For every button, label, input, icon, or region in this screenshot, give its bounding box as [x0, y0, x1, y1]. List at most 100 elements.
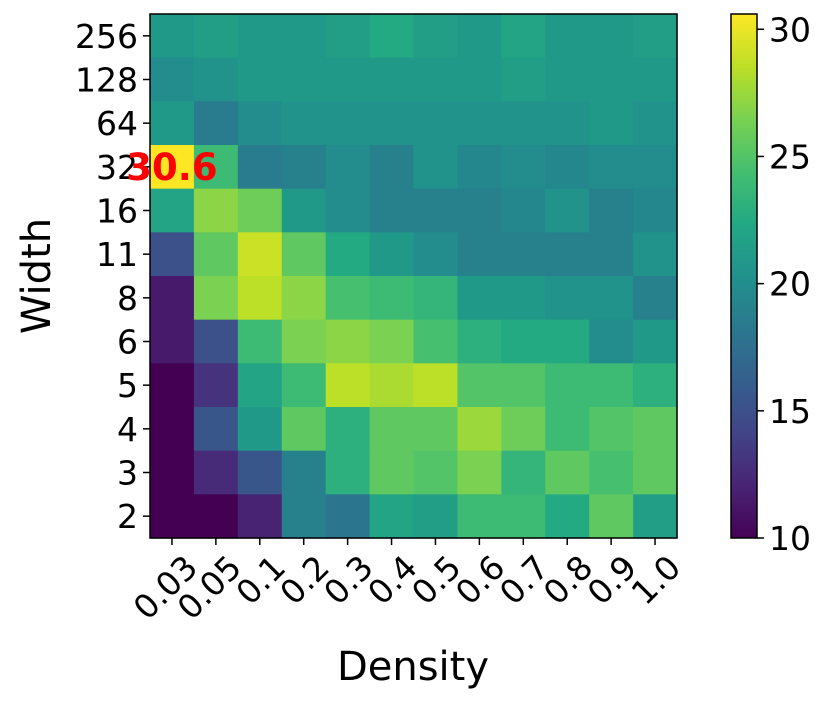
heatmap-cell — [501, 407, 546, 452]
heatmap-cell — [501, 319, 546, 364]
y-axis-title: Width — [14, 218, 60, 334]
heatmap-cell — [457, 363, 502, 408]
heatmap-cell — [369, 450, 415, 495]
heatmap-cell — [237, 232, 283, 277]
heatmap-cell — [369, 101, 415, 146]
heatmap-cell — [150, 319, 195, 364]
heatmap-cell — [325, 232, 371, 277]
heatmap-cell — [325, 145, 371, 190]
heatmap-cell — [369, 57, 415, 102]
heatmap-cell — [545, 145, 590, 190]
heatmap-cell — [413, 145, 459, 190]
heatmap-cell — [281, 101, 327, 146]
heatmap-cell — [457, 101, 502, 146]
x-axis-title: Density — [337, 644, 489, 690]
heatmap-cell — [369, 363, 415, 408]
heatmap-cell — [150, 232, 195, 277]
y-tick-label: 4 — [117, 410, 138, 449]
heatmap-cell — [237, 363, 283, 408]
heatmap-cell — [150, 14, 195, 59]
y-tick-label: 64 — [96, 104, 138, 143]
heatmap-cell — [325, 276, 371, 321]
heatmap-cell — [150, 450, 195, 495]
heatmap-cell — [237, 276, 283, 321]
heatmap-cell — [589, 57, 634, 102]
heatmap-cell — [237, 407, 283, 452]
heatmap-cell — [545, 232, 590, 277]
heatmap-cell — [281, 14, 327, 59]
heatmap-cell — [501, 363, 546, 408]
colorbar-tick-label: 25 — [769, 137, 811, 176]
heatmap-cell — [413, 407, 459, 452]
heatmap-cell — [545, 101, 590, 146]
y-tick-label: 256 — [75, 17, 138, 56]
heatmap-cell — [501, 232, 546, 277]
heatmap-cell — [589, 232, 634, 277]
heatmap-cell — [150, 188, 195, 233]
heatmap-cell — [545, 450, 590, 495]
heatmap-cell — [413, 57, 459, 102]
heatmap-cell — [633, 232, 678, 277]
heatmap-cell — [237, 494, 283, 539]
heatmap-cell — [193, 101, 239, 146]
heatmap-cell — [457, 232, 502, 277]
heatmap-cell — [413, 14, 459, 59]
heatmap-cell — [193, 57, 239, 102]
heatmap-cells — [150, 14, 678, 539]
heatmap-cell — [369, 319, 415, 364]
heatmap-cell — [325, 450, 371, 495]
heatmap-cell — [237, 188, 283, 233]
heatmap-cell — [501, 14, 546, 59]
heatmap-cell — [589, 363, 634, 408]
heatmap-cell — [193, 363, 239, 408]
heatmap-cell — [589, 14, 634, 59]
heatmap-cell — [589, 319, 634, 364]
heatmap-cell — [281, 450, 327, 495]
heatmap-cell — [633, 188, 678, 233]
heatmap-cell — [369, 494, 415, 539]
heatmap-cell — [150, 363, 195, 408]
heatmap-cell — [545, 407, 590, 452]
heatmap-cell — [457, 276, 502, 321]
heatmap-cell — [150, 276, 195, 321]
heatmap-cell — [413, 232, 459, 277]
heatmap-cell — [457, 14, 502, 59]
heatmap-cell — [501, 188, 546, 233]
heatmap-cell — [413, 101, 459, 146]
heatmap-cell — [413, 363, 459, 408]
heatmap-cell — [325, 101, 371, 146]
heatmap-cell — [501, 450, 546, 495]
heatmap-cell — [150, 145, 195, 190]
heatmap-cell — [369, 14, 415, 59]
heatmap-cell — [413, 319, 459, 364]
heatmap-cell — [193, 494, 239, 539]
heatmap-cell — [193, 14, 239, 59]
heatmap-cell — [589, 494, 634, 539]
heatmap-cell — [457, 57, 502, 102]
heatmap-cell — [501, 276, 546, 321]
heatmap-cell — [325, 188, 371, 233]
y-tick-label: 128 — [75, 61, 138, 100]
heatmap-cell — [545, 57, 590, 102]
heatmap-cell — [237, 145, 283, 190]
heatmap-cell — [633, 14, 678, 59]
plot-frame — [149, 13, 678, 539]
heatmap-cell — [325, 57, 371, 102]
colorbar-tick-label: 20 — [769, 265, 811, 304]
heatmap-cell — [545, 188, 590, 233]
heatmap-cell — [633, 494, 678, 539]
heatmap-cell — [281, 145, 327, 190]
heatmap-cell — [457, 407, 502, 452]
heatmap-cell — [633, 145, 678, 190]
heatmap-cell — [237, 319, 283, 364]
heatmap-cell — [457, 188, 502, 233]
y-tick-label: 16 — [96, 192, 138, 231]
colorbar-tick-label: 30 — [769, 10, 811, 49]
annotations: 30.6 — [126, 146, 217, 189]
heatmap-cell — [633, 450, 678, 495]
heatmap-cell — [369, 232, 415, 277]
colorbar-ticks: 10 15 20 25 30 — [757, 10, 811, 558]
heatmap-cell — [281, 188, 327, 233]
heatmap-cell — [325, 494, 371, 539]
